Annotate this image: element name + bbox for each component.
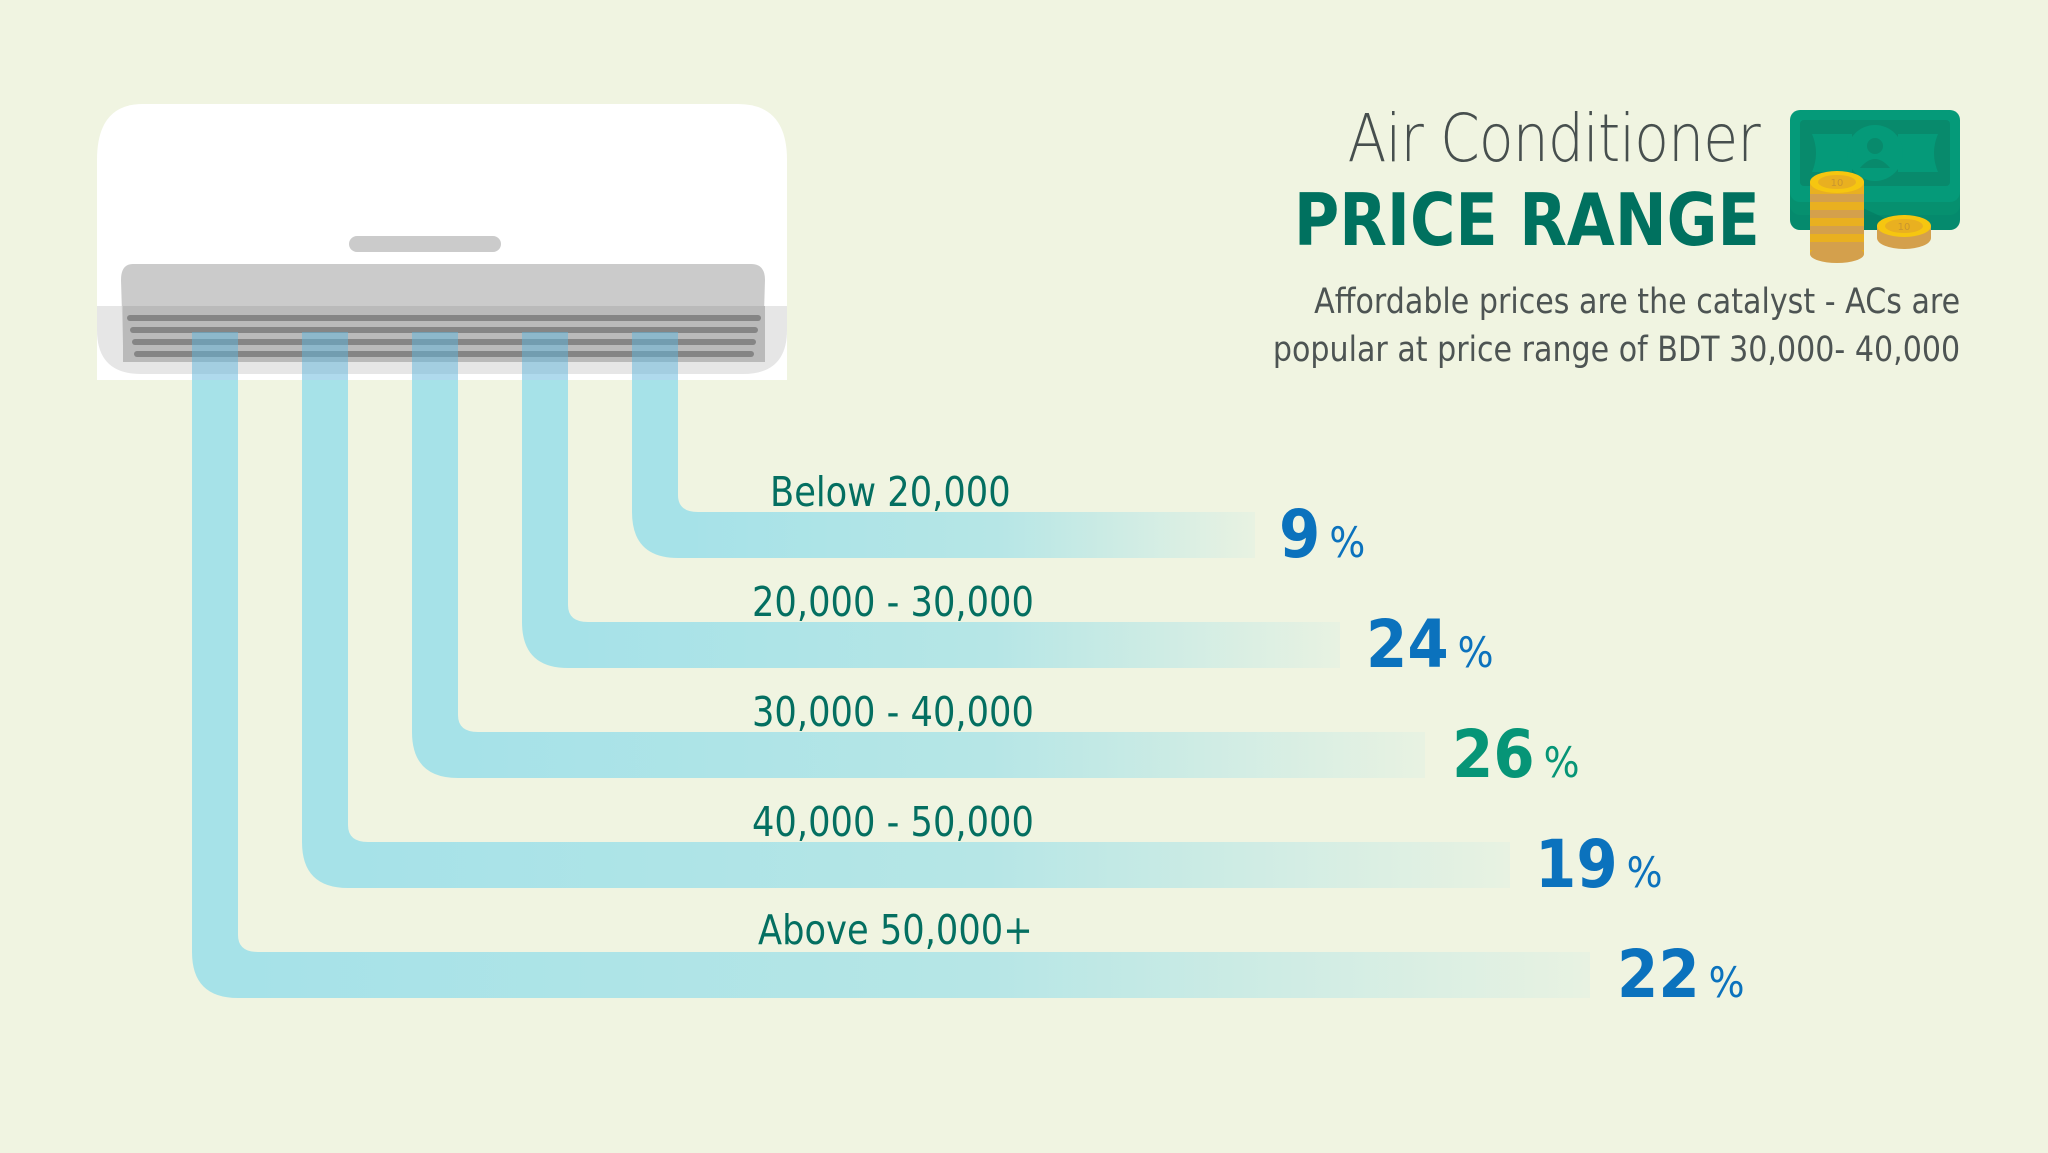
- pipe-20000-30000: [522, 332, 1340, 668]
- pipe-above-50000: [192, 332, 1590, 998]
- percent-value: 19: [1535, 826, 1618, 903]
- subtitle: Affordable prices are the catalyst - ACs…: [1273, 278, 1960, 374]
- money-stack-with-coins-icon: 10 10: [1790, 110, 1960, 263]
- percent-value: 22: [1617, 936, 1700, 1013]
- title-line-2: PRICE RANGE: [1294, 178, 1760, 262]
- percent-value: 24: [1366, 606, 1449, 683]
- range-label-below-20000: Below 20,000: [770, 468, 1011, 516]
- percent-value: 9: [1279, 496, 1321, 573]
- percent-sign: %: [1457, 628, 1494, 677]
- percent-value: 26: [1452, 716, 1535, 793]
- subtitle-line-2: popular at price range of BDT 30,000- 40…: [1272, 330, 1960, 370]
- svg-text:10: 10: [1898, 222, 1911, 233]
- pipe-below-20000: [632, 332, 1255, 558]
- title-line-1: Air Conditioner: [1347, 100, 1761, 177]
- range-label-40000-50000: 40,000 - 50,000: [752, 798, 1034, 846]
- percent-sign: %: [1329, 518, 1366, 567]
- range-label-30000-40000: 30,000 - 40,000: [752, 688, 1034, 736]
- coin-stack: 10: [1810, 171, 1864, 263]
- air-conditioner-icon: [97, 104, 787, 380]
- range-label-20000-30000: 20,000 - 30,000: [752, 578, 1034, 626]
- percent-above-50000: 22%: [1617, 940, 1745, 1018]
- percent-30000-40000: 26%: [1452, 720, 1580, 798]
- pipe-40000-50000: [302, 332, 1510, 888]
- title-block: Air Conditioner PRICE RANGE: [1218, 100, 1761, 262]
- range-label-above-50000: Above 50,000+: [758, 906, 1033, 954]
- pipe-30000-40000: [412, 332, 1425, 778]
- subtitle-line-1: Affordable prices are the catalyst - ACs…: [1314, 282, 1960, 322]
- svg-text:10: 10: [1831, 178, 1844, 189]
- percent-20000-30000: 24%: [1366, 610, 1494, 688]
- percent-40000-50000: 19%: [1535, 830, 1663, 908]
- percent-sign: %: [1626, 848, 1663, 897]
- percent-below-20000: 9%: [1279, 500, 1365, 578]
- single-coin: 10: [1877, 215, 1931, 249]
- percent-sign: %: [1708, 958, 1745, 1007]
- percent-sign: %: [1543, 738, 1580, 787]
